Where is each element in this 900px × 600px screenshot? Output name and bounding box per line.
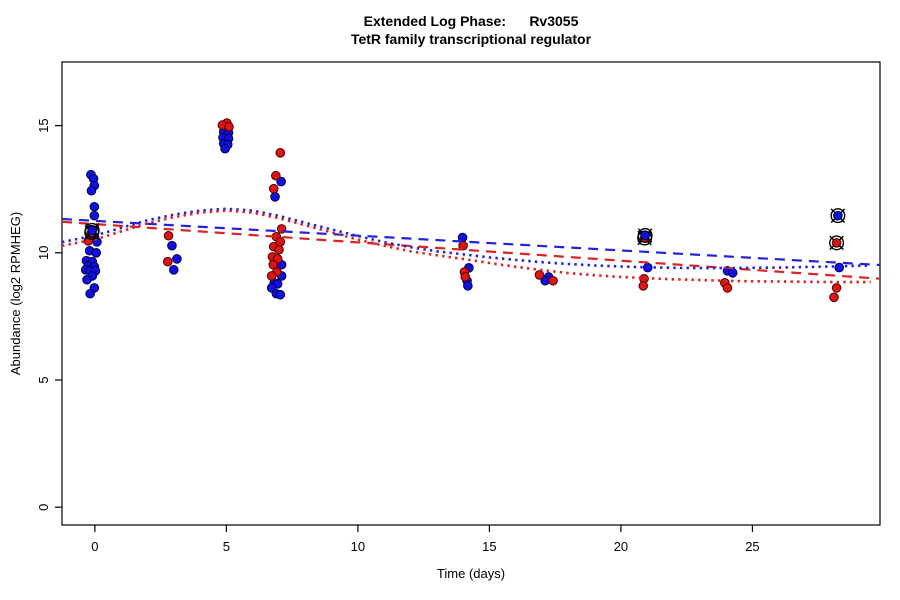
data-point-red-samples — [163, 230, 174, 241]
x-tick-label: 10 — [351, 539, 365, 554]
flagged-point-flagged-red-reference — [831, 238, 842, 248]
flag-circle — [830, 208, 846, 224]
data-point-red-samples — [268, 183, 279, 194]
data-point-blue-samples — [463, 281, 473, 291]
flag-x-tick — [830, 217, 836, 223]
flag-x-tick — [839, 208, 846, 214]
x-tick-label: 20 — [614, 539, 628, 554]
y-tick-label: 0 — [36, 504, 51, 511]
data-point-red-samples — [534, 270, 545, 280]
y-axis-title: Abundance (log2 RPMHEG) — [8, 212, 23, 375]
flag-x-tick — [637, 228, 644, 234]
flagged-point-flagged-blue-reference — [833, 210, 843, 221]
x-tick-label: 25 — [745, 539, 759, 554]
data-point-red-samples — [458, 240, 468, 251]
data-point-blue-samples — [727, 268, 738, 278]
flag-x-tick — [839, 217, 846, 223]
data-point-blue-samples — [85, 288, 95, 299]
data-point-blue-samples — [275, 289, 286, 300]
trend-line-blue-smooth-fit — [61, 207, 871, 270]
flag-x-tick — [94, 232, 100, 238]
data-point-blue-samples — [276, 176, 286, 187]
data-point-red-samples — [460, 271, 471, 282]
flag-x-tick — [838, 235, 844, 241]
data-point-red-samples — [831, 283, 842, 293]
data-point-blue-samples — [89, 201, 100, 212]
data-point-red-samples — [274, 244, 284, 255]
flag-x-tick — [838, 244, 844, 251]
data-point-red-samples — [224, 122, 234, 132]
data-point-red-samples — [275, 148, 286, 158]
y-tick-label: 5 — [36, 376, 51, 383]
flag-x-tick — [830, 208, 836, 214]
trend-line-red-linear-fit — [61, 220, 881, 280]
data-point-blue-samples — [89, 210, 100, 221]
data-point-blue-samples — [82, 274, 92, 285]
data-point-blue-samples — [172, 254, 182, 264]
data-point-blue-samples — [91, 247, 101, 258]
flag-x-tick — [93, 234, 100, 240]
data-point-blue-samples — [86, 185, 97, 196]
flag-x-tick — [84, 223, 91, 229]
chart-title: Extended Log Phase: Rv3055 — [363, 13, 579, 29]
flag-x-tick — [647, 237, 653, 243]
data-point-blue-samples — [220, 143, 230, 154]
flag-x-tick — [829, 235, 835, 241]
data-point-blue-samples — [167, 240, 177, 251]
flag-x-tick — [647, 228, 653, 234]
flag-circle — [84, 222, 100, 238]
data-point-red-samples — [266, 271, 277, 281]
chart-subtitle: TetR family transcriptional regulator — [350, 31, 592, 47]
x-tick-label: 0 — [91, 539, 98, 554]
data-point-blue-samples — [168, 265, 179, 275]
flagged-point-flagged-blue-reference — [640, 230, 650, 241]
x-tick-label: 5 — [223, 539, 230, 554]
trend-line-red-smooth-fit — [61, 209, 871, 284]
data-point-blue-samples — [270, 192, 280, 202]
x-tick-label: 15 — [482, 539, 496, 554]
flag-x-tick — [84, 232, 91, 238]
y-tick-label: 15 — [36, 118, 51, 132]
flagged-point-flagged-blue-reference — [87, 225, 98, 236]
y-tick-label: 10 — [36, 246, 51, 260]
flag-circle — [829, 235, 845, 251]
data-point-red-samples — [162, 256, 173, 267]
data-point-red-samples — [548, 275, 558, 286]
data-point-red-samples — [829, 292, 839, 303]
plot-box — [61, 61, 881, 526]
trend-line-blue-linear-fit — [61, 217, 881, 267]
x-axis-title: Time (days) — [437, 566, 505, 581]
data-point-red-samples — [638, 281, 649, 291]
flag-x-tick — [94, 223, 100, 229]
flag-circle — [637, 227, 653, 243]
data-point-red-samples — [271, 170, 281, 181]
flag-x-tick — [637, 237, 644, 243]
data-point-red-samples — [722, 283, 733, 293]
flag-x-tick — [829, 244, 835, 251]
